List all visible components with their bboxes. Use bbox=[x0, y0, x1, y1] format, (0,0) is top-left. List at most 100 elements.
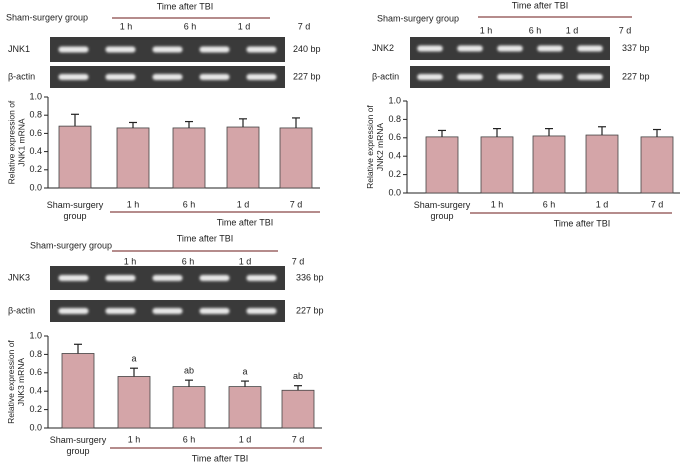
gel-band bbox=[105, 308, 136, 314]
y-tick-label: 0.2 bbox=[29, 404, 42, 414]
gel-size-label: 240 bp bbox=[293, 44, 321, 54]
y-tick-label: 0.4 bbox=[29, 146, 42, 156]
y-tick-label: 0.2 bbox=[29, 164, 42, 174]
gel-band bbox=[537, 45, 563, 52]
x-tick-label: Sham-surgery group bbox=[49, 435, 107, 456]
gel-band bbox=[199, 308, 230, 314]
gel-band bbox=[577, 74, 603, 80]
gel-band bbox=[152, 74, 183, 80]
gel-row-label: β-actin bbox=[8, 305, 35, 315]
gel-band bbox=[199, 275, 230, 281]
gel-size-label: 336 bp bbox=[296, 272, 324, 282]
gel-band bbox=[58, 275, 89, 281]
gel-time-label: Time after TBI bbox=[177, 233, 234, 243]
gel-lane-label: 1 h bbox=[124, 256, 137, 266]
gel-size-label: 227 bp bbox=[622, 71, 650, 81]
gel-band bbox=[58, 46, 89, 53]
error-bar bbox=[71, 113, 79, 127]
y-tick-label: 0.6 bbox=[29, 367, 42, 377]
x-tick-label: 1 h bbox=[127, 199, 140, 209]
x-tick-label: 7 d bbox=[292, 434, 305, 444]
gel-group-label: Sham-surgery group bbox=[377, 13, 459, 23]
gel-band bbox=[199, 74, 230, 80]
x-tick-label: Sham-surgery group bbox=[413, 200, 471, 221]
gel-band bbox=[58, 308, 89, 314]
gel-row-label: β-actin bbox=[372, 71, 399, 81]
gel-lane-label: 6 h bbox=[184, 21, 197, 31]
y-axis-label-box: Relative expression of JNK3 mRNA bbox=[6, 340, 26, 424]
gel-lane-label: 7 d bbox=[298, 21, 311, 31]
significance-label: a bbox=[242, 366, 247, 376]
error-bar bbox=[130, 367, 138, 377]
bar bbox=[480, 136, 514, 194]
gel-lane-label: 1 h bbox=[120, 21, 133, 31]
gel-band bbox=[497, 45, 523, 52]
gel-group-label: Sham-surgery group bbox=[30, 240, 112, 250]
bar bbox=[226, 126, 260, 189]
gel-time-label: Time after TBI bbox=[157, 1, 214, 11]
gel-band bbox=[417, 45, 443, 52]
gel-size-label: 227 bp bbox=[296, 305, 324, 315]
bar bbox=[228, 386, 262, 429]
gel-band bbox=[152, 275, 183, 281]
significance-label: ab bbox=[293, 371, 303, 381]
y-tick-label: 1.0 bbox=[29, 330, 42, 340]
gel-band bbox=[246, 74, 277, 80]
error-bar bbox=[545, 128, 553, 136]
gel-band bbox=[537, 74, 563, 80]
gel-row-label: JNK1 bbox=[8, 44, 30, 54]
gel-lane-label: 1 d bbox=[566, 25, 579, 35]
y-tick-label: 0.6 bbox=[388, 132, 401, 142]
gel-size-label: 227 bp bbox=[293, 71, 321, 81]
gel-row-label: JNK3 bbox=[8, 272, 30, 282]
y-tick-label: 0.0 bbox=[29, 422, 42, 432]
bar bbox=[61, 353, 95, 429]
gel-band bbox=[105, 74, 136, 80]
y-tick-label: 0.6 bbox=[29, 128, 42, 138]
x-tick-label: 6 h bbox=[183, 434, 196, 444]
gel-time-label: Time after TBI bbox=[512, 0, 569, 10]
error-bar bbox=[185, 120, 193, 128]
gel-lane-label: 7 d bbox=[292, 256, 305, 266]
error-bar bbox=[292, 117, 300, 128]
x-tick-label: 6 h bbox=[543, 199, 556, 209]
error-bar bbox=[74, 343, 82, 354]
x-tick-label: 1 d bbox=[237, 199, 250, 209]
gel-band bbox=[58, 74, 89, 80]
y-tick-label: 0.0 bbox=[388, 187, 401, 197]
x-tick-label: 1 d bbox=[239, 434, 252, 444]
gel-size-label: 337 bp bbox=[622, 43, 650, 53]
gel-band bbox=[105, 275, 136, 281]
y-axis-label: Relative expression of JNK1 mRNA bbox=[6, 100, 26, 185]
y-tick-label: 0.8 bbox=[29, 110, 42, 120]
gel-band bbox=[105, 46, 136, 53]
bar bbox=[58, 125, 92, 189]
y-tick-label: 0.8 bbox=[388, 114, 401, 124]
y-tick-label: 0.8 bbox=[29, 349, 42, 359]
gel-group-label: Sham-surgery group bbox=[6, 12, 88, 22]
x-tick-label: 7 d bbox=[651, 199, 664, 209]
x-tick-label: 7 d bbox=[290, 199, 303, 209]
group-label: Time after TBI bbox=[554, 218, 611, 228]
y-axis-label-box: Relative expression of JNK2 mRNA bbox=[365, 105, 385, 189]
gel-band bbox=[246, 275, 277, 281]
x-tick-label: 1 h bbox=[491, 199, 504, 209]
gel-band bbox=[199, 46, 230, 53]
gel-band bbox=[457, 74, 483, 80]
bar bbox=[532, 135, 566, 194]
gel-lane-label: 1 d bbox=[239, 256, 252, 266]
bar bbox=[172, 127, 206, 189]
group-label: Time after TBI bbox=[217, 217, 274, 227]
x-tick-label-box: Sham-surgery group bbox=[49, 435, 107, 456]
significance-label: a bbox=[131, 354, 136, 364]
gel-band bbox=[246, 46, 277, 53]
gel-band bbox=[577, 45, 603, 52]
x-tick-label: 6 h bbox=[183, 199, 196, 209]
error-bar bbox=[241, 380, 249, 387]
gel-band bbox=[152, 46, 183, 53]
bar bbox=[640, 136, 674, 194]
bar bbox=[281, 389, 315, 429]
gel-lane-label: 6 h bbox=[529, 25, 542, 35]
error-bar bbox=[185, 379, 193, 387]
